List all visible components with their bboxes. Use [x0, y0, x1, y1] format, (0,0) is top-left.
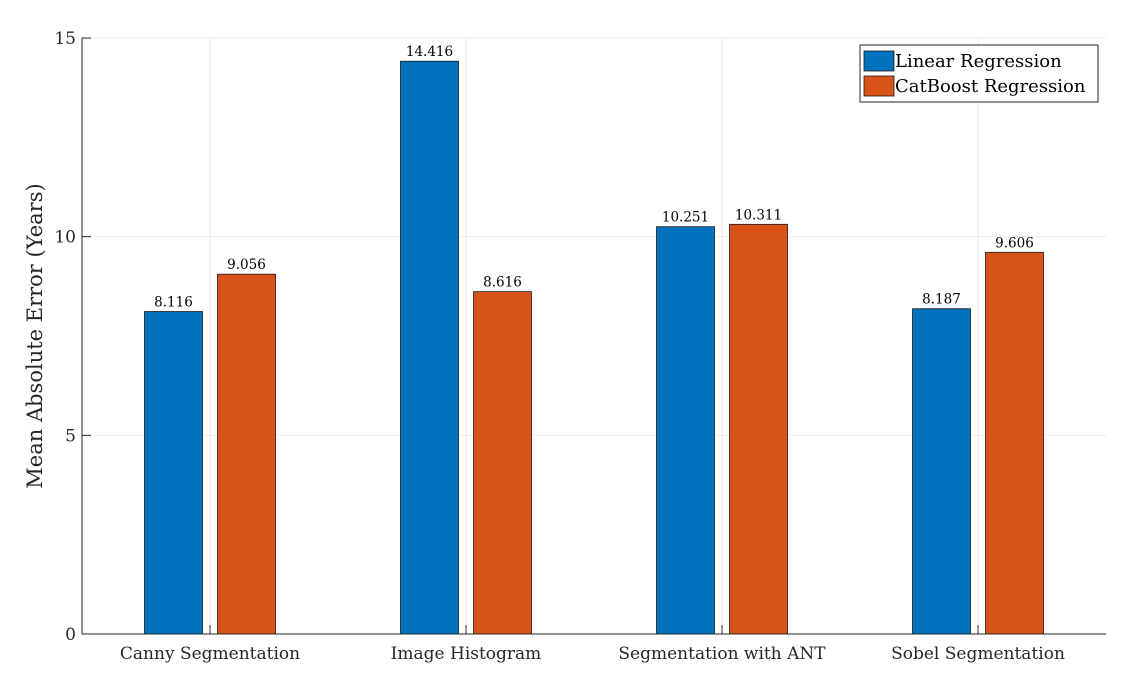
x-tick-label: Canny Segmentation [120, 644, 300, 664]
bar-catboost-regression-0 [217, 273, 276, 635]
x-tick-label: Image Histogram [391, 644, 542, 664]
y-tick-label: 15 [54, 29, 76, 49]
x-tick-label: Segmentation with ANT [618, 644, 826, 664]
bar-value-label: 8.116 [154, 295, 193, 311]
bar-value-label: 8.616 [483, 275, 522, 291]
x-tick-label: Sobel Segmentation [891, 644, 1065, 664]
legend-entry-label: Linear Regression [895, 51, 1062, 72]
legend-box [859, 44, 1099, 103]
y-tick-label: 5 [65, 426, 76, 446]
bar-value-label: 14.416 [406, 44, 453, 60]
legend: Linear Regression CatBoost Regression [859, 44, 1099, 103]
axes: 0 5 10 15 Canny Segmentation Image Histogram S… [54, 29, 1106, 664]
bar-linear-regression-1 [400, 60, 459, 635]
y-tick-label: 0 [65, 625, 76, 645]
bar-linear-regression-3 [912, 308, 971, 635]
legend-swatch [863, 50, 895, 72]
bar-linear-regression-0 [144, 311, 203, 635]
bar-catboost-regression-1 [473, 291, 532, 635]
bar-value-label: 10.311 [735, 207, 782, 223]
bar-value-label: 10.251 [662, 210, 709, 226]
bar-value-label: 8.187 [922, 292, 961, 308]
legend-entry-label: CatBoost Regression [895, 76, 1086, 97]
y-axis-title: Mean Absolute Error (Years) [23, 183, 47, 488]
y-tick-label: 10 [54, 228, 76, 248]
bar-linear-regression-2 [656, 226, 715, 635]
bar-value-label: 9.056 [227, 257, 266, 273]
bar-catboost-regression-2 [729, 223, 788, 635]
legend-swatch [863, 75, 895, 97]
bar-value-label: 9.606 [995, 235, 1034, 251]
bar-catboost-regression-3 [985, 251, 1044, 635]
bars: 8.116 14.416 10.251 8.187 9.056 8.616 10.311 9.… [144, 44, 1044, 635]
